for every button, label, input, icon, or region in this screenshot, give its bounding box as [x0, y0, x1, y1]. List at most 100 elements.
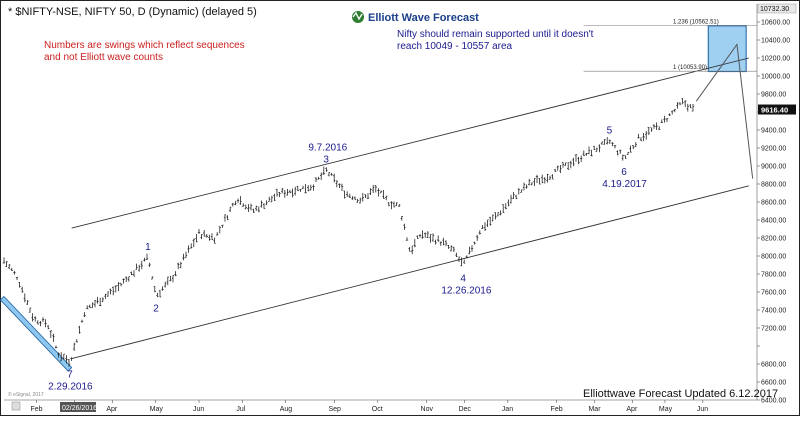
forecast-note-line1: Nifty should remain supported until it d…	[397, 29, 594, 40]
channel-lower-line	[71, 185, 749, 360]
price-tick-label: 8000.00	[761, 254, 786, 261]
time-tick-label: Jun	[697, 406, 708, 413]
price-bar	[598, 144, 601, 153]
price-bar	[231, 202, 234, 207]
price-bar	[88, 304, 91, 308]
price-bar	[101, 297, 104, 303]
price-bar	[608, 139, 611, 144]
price-bar	[353, 196, 357, 200]
wave-icon	[352, 11, 363, 21]
price-bar	[52, 333, 55, 342]
price-bar	[613, 145, 617, 149]
price-bar	[647, 126, 650, 136]
chart-toolbar-icon[interactable]	[11, 401, 21, 411]
price-bar	[346, 191, 349, 197]
time-tick-label: Nov	[421, 406, 434, 413]
price-bar	[343, 190, 346, 199]
price-bars	[2, 98, 695, 367]
price-bar	[239, 196, 242, 205]
price-bar	[200, 233, 203, 240]
price-bar	[616, 150, 619, 156]
price-bar	[140, 260, 143, 270]
price-bar	[455, 252, 458, 258]
time-tick-label: Mar	[588, 406, 601, 413]
price-tick-label: 10200.00	[761, 56, 790, 63]
price-bar	[278, 191, 281, 198]
price-bar	[47, 325, 50, 330]
price-bar	[15, 276, 19, 281]
price-bar	[36, 320, 39, 325]
price-bar	[431, 233, 435, 242]
price-bar	[270, 195, 273, 203]
price-bar	[164, 281, 167, 288]
price-tick-label: 9200.00	[761, 146, 786, 153]
swing-date-label: 4.19.2017	[602, 179, 647, 190]
price-bar	[106, 291, 110, 297]
price-bar	[286, 188, 289, 196]
forecast-note-line2: reach 10049 - 10557 area	[397, 41, 513, 52]
price-bar	[190, 243, 193, 249]
price-bar	[528, 178, 531, 186]
price-bar	[26, 300, 29, 305]
price-bar	[169, 275, 172, 282]
price-bar	[483, 222, 487, 232]
cursor-date-tag	[60, 402, 96, 412]
swing-label: 4	[460, 274, 466, 285]
price-bar	[104, 293, 107, 299]
price-bar	[369, 188, 372, 196]
price-bar	[476, 234, 479, 241]
price-bar	[611, 142, 614, 147]
price-bar	[13, 270, 16, 275]
price-tick-label: 8200.00	[761, 236, 786, 243]
price-bar	[307, 185, 310, 192]
price-bar	[645, 131, 648, 140]
price-bar	[291, 188, 294, 198]
price-bar	[639, 137, 643, 142]
price-bar	[486, 219, 489, 228]
last-price-tag	[758, 104, 796, 115]
price-bar	[447, 245, 450, 249]
price-bar	[569, 160, 572, 169]
price-bar	[109, 288, 112, 295]
price-bar	[684, 100, 687, 108]
price-tick-label: 7200.00	[761, 326, 786, 333]
price-bar	[244, 204, 247, 210]
price-bar	[450, 245, 453, 252]
price-bar	[184, 251, 188, 258]
price-bar	[57, 352, 60, 358]
price-bar	[600, 141, 604, 145]
price-bar	[663, 115, 666, 123]
price-bar	[413, 239, 416, 248]
price-bar	[67, 359, 71, 367]
price-bar	[585, 153, 588, 156]
time-tick-label: Oct	[372, 406, 383, 413]
price-bar	[60, 352, 63, 362]
price-bar	[403, 223, 406, 230]
price-bar	[590, 149, 593, 157]
price-bar	[125, 276, 128, 282]
price-bar	[333, 173, 336, 183]
price-tick-label: 8400.00	[761, 218, 786, 225]
price-bar	[424, 232, 427, 238]
price-bar	[416, 235, 419, 239]
price-bar	[158, 289, 162, 298]
price-bar	[314, 177, 318, 183]
price-bar	[626, 152, 630, 155]
price-bar	[460, 257, 463, 267]
price-bar	[452, 246, 455, 253]
price-bar	[637, 133, 640, 139]
channel-upper-line	[71, 57, 749, 229]
price-bar	[377, 188, 380, 197]
time-tick-label: Apr	[106, 406, 118, 413]
price-bar	[351, 196, 354, 200]
price-bar	[533, 178, 536, 187]
price-bar	[668, 113, 671, 117]
price-bar	[330, 172, 333, 176]
price-bar	[522, 182, 526, 191]
price-bar	[551, 174, 554, 180]
price-bar	[288, 189, 292, 194]
price-bar	[130, 271, 133, 276]
price-bar	[405, 237, 409, 241]
price-bar	[392, 201, 396, 208]
symbol-header: * $NIFTY-NSE, NIFTY 50, D (Dynamic) (del…	[8, 6, 257, 18]
